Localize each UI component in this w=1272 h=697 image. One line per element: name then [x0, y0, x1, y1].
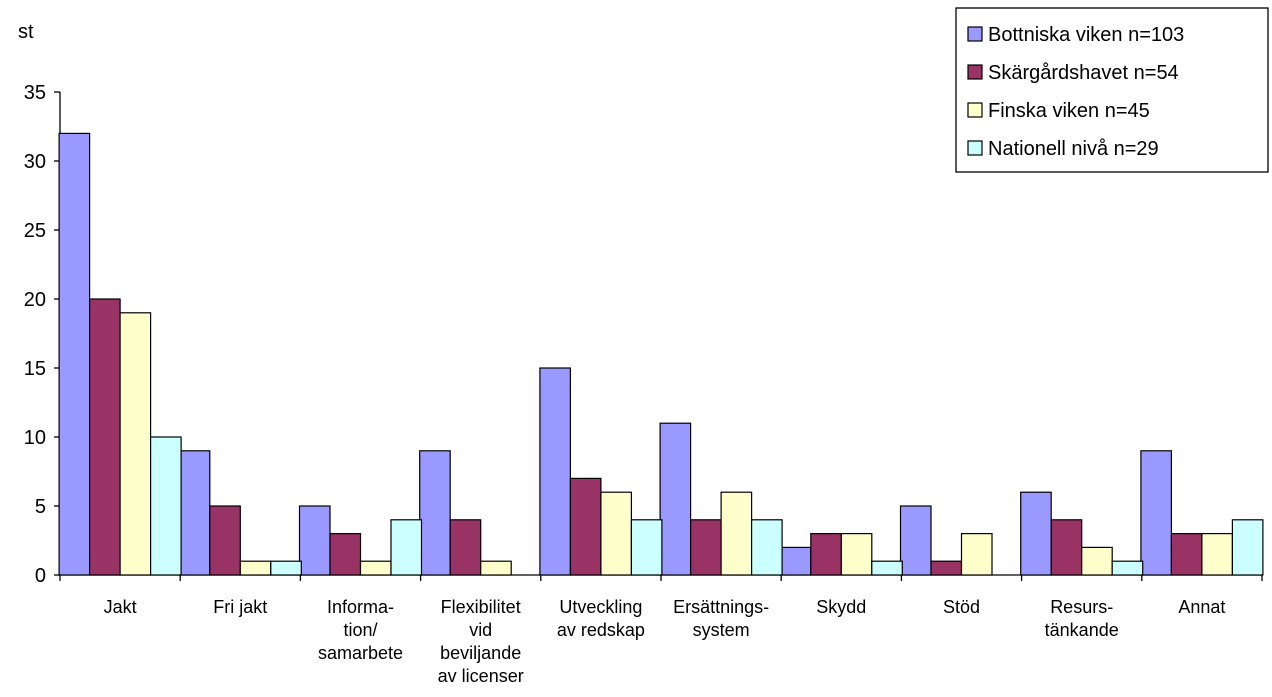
y-tick-label: 30 — [24, 151, 46, 173]
bar — [1111, 560, 1144, 576]
bar — [840, 532, 873, 576]
category-label: Ersättnings-system — [673, 597, 769, 640]
legend-label: Bottniska viken n=103 — [988, 24, 1184, 46]
bar — [390, 519, 423, 576]
bar — [539, 367, 572, 576]
bar — [329, 532, 362, 576]
category-label: Utveckling av redskap — [557, 597, 645, 640]
bar — [1050, 519, 1083, 576]
category-label: Flexibilitet vid beviljande av licenser — [438, 597, 524, 686]
bar — [779, 546, 812, 576]
y-tick-label: 0 — [35, 565, 46, 587]
bar — [630, 519, 663, 576]
bar — [150, 436, 182, 576]
y-tick-label: 15 — [24, 358, 46, 380]
legend: Bottniska viken n=103 Skärgårdshavet n=54… — [955, 7, 1269, 173]
y-tick-label: 10 — [24, 427, 46, 449]
bar — [930, 560, 963, 576]
bar — [359, 560, 392, 576]
bar — [899, 505, 932, 576]
bar — [449, 519, 482, 576]
legend-box — [955, 7, 1269, 173]
category-label: Informa-tion/samarbete — [318, 597, 403, 663]
y-tick-labels: 0 5 10 15 20 25 30 35 — [24, 82, 46, 587]
bar — [871, 560, 903, 576]
bar — [178, 450, 211, 576]
legend-swatch — [967, 140, 983, 156]
bar — [88, 298, 121, 576]
bar — [209, 505, 241, 576]
y-tick-label: 20 — [24, 289, 46, 311]
y-axis-label: st — [18, 21, 34, 43]
bar — [298, 505, 331, 576]
legend-label: Finska viken n=45 — [988, 100, 1150, 122]
y-tick-label: 25 — [24, 220, 46, 242]
bar — [960, 532, 993, 576]
bar — [480, 560, 512, 576]
bar — [270, 560, 302, 576]
bar — [810, 532, 842, 576]
legend-swatch — [967, 102, 983, 118]
bar — [720, 491, 753, 576]
category-label: Resurs-tänkande — [1045, 597, 1119, 640]
bar — [58, 132, 91, 576]
legend-label: Nationell nivå n=29 — [988, 138, 1159, 160]
bar — [1020, 491, 1052, 576]
category-label: Skydd — [816, 597, 866, 617]
bar — [1201, 532, 1234, 576]
bar — [239, 560, 272, 576]
legend-label: Skärgårdshavet n=54 — [988, 62, 1179, 84]
bar — [419, 450, 451, 576]
category-label: Fri jakt — [213, 597, 267, 617]
category-label: Annat — [1178, 597, 1225, 617]
bar — [569, 477, 602, 576]
category-labels: Jakt Fri jakt Informa-tion/samarbete Flexib… — [104, 597, 1226, 686]
bar — [659, 422, 692, 576]
bar — [750, 519, 783, 576]
bar — [1231, 519, 1264, 576]
bar — [1081, 546, 1113, 576]
legend-swatch — [967, 26, 983, 42]
y-tick-label: 35 — [24, 82, 46, 104]
bar — [689, 519, 722, 576]
bar — [119, 312, 152, 576]
category-label: Jakt — [104, 597, 137, 617]
legend-swatch — [967, 64, 983, 80]
bar — [1170, 532, 1203, 576]
category-label: Stöd — [943, 597, 980, 617]
bar — [600, 491, 633, 576]
bars — [58, 132, 1264, 576]
y-tick-label: 5 — [35, 496, 46, 518]
bar — [1140, 450, 1173, 576]
